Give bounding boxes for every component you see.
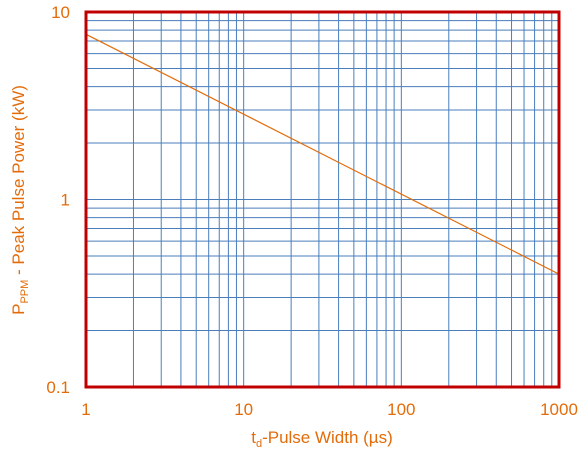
x-tick-label: 1000 [540, 400, 578, 419]
y-tick-label: 10 [51, 3, 70, 22]
plot-frame [84, 10, 561, 389]
tick-labels: 1 10 100 1000 0.1 1 10 [46, 3, 578, 419]
y-axis-label: PPPM - Peak Pulse Power (kW) [9, 85, 31, 315]
series-layer [85, 33, 560, 275]
x-tick-label: 100 [387, 400, 415, 419]
y-tick-label: 1 [61, 191, 70, 210]
x-tick-label: 10 [234, 400, 253, 419]
x-tick-label: 1 [81, 400, 90, 419]
y-tick-label: 0.1 [46, 378, 70, 397]
grid-lines [86, 12, 559, 387]
series-line-0 [85, 33, 560, 275]
x-axis-label: td-Pulse Width (µs) [251, 428, 393, 450]
